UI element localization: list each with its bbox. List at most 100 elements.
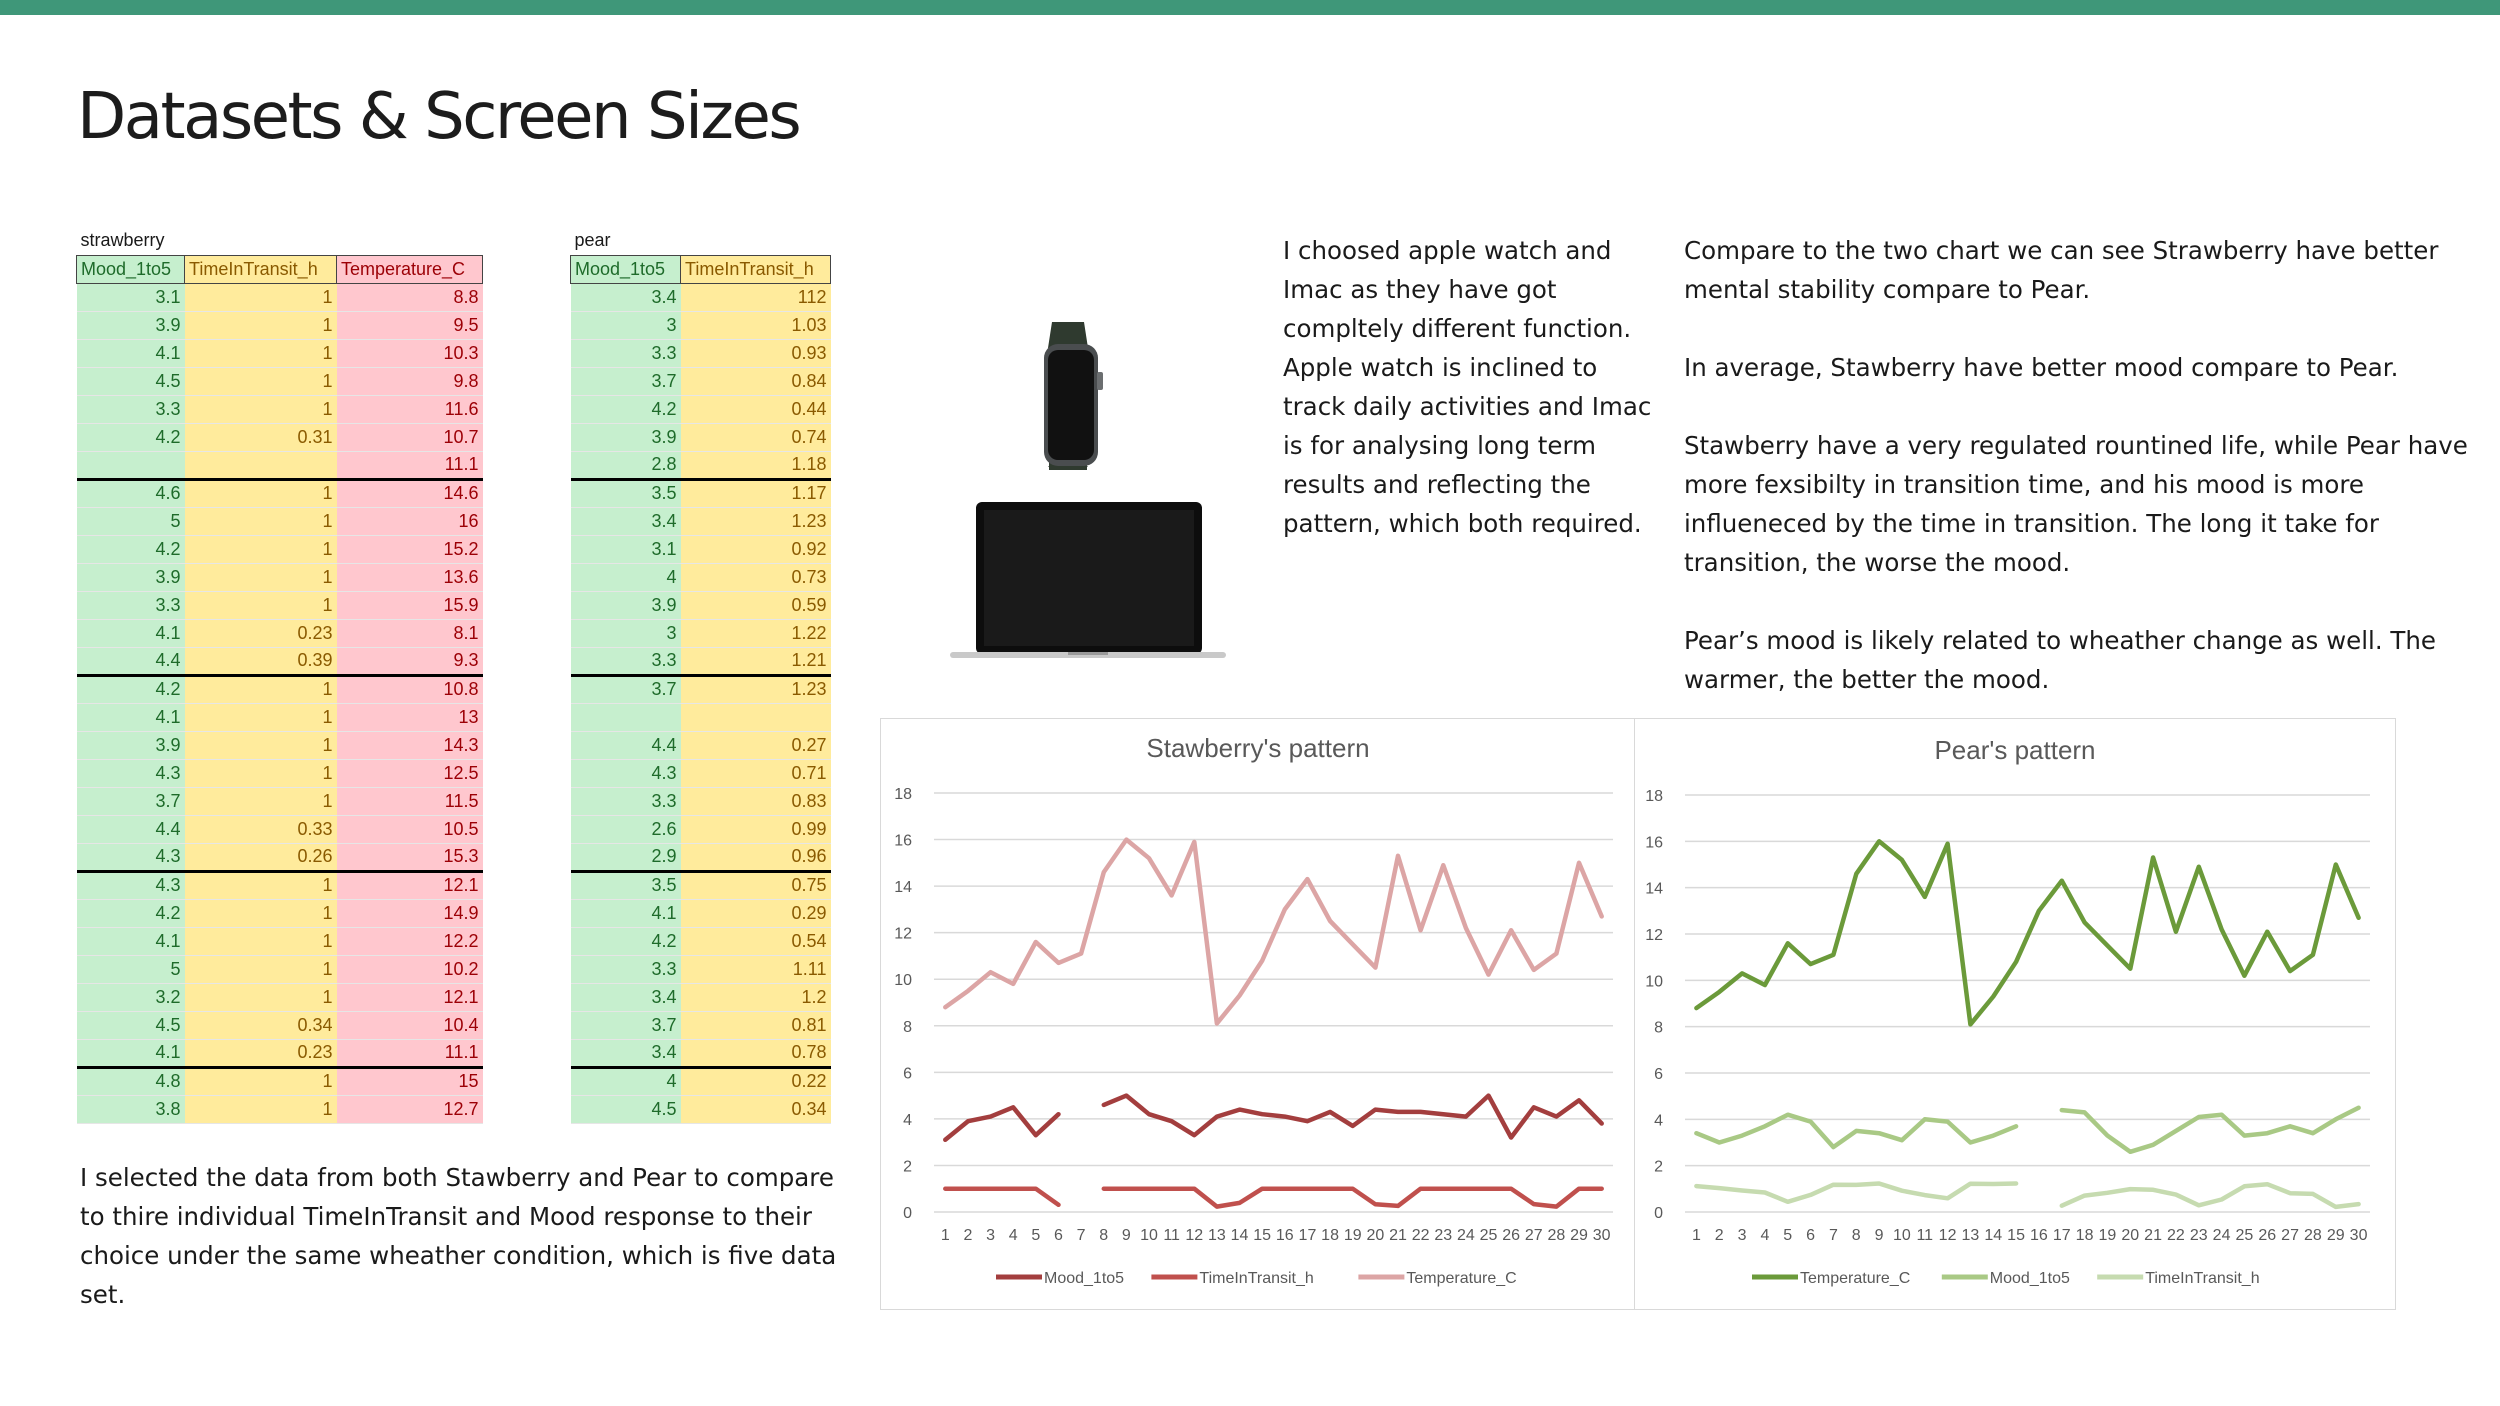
y-tick-label: 16 bbox=[894, 833, 912, 850]
y-tick-label: 18 bbox=[894, 786, 912, 803]
table-row: 3.4 1.2 bbox=[570, 982, 831, 1012]
table-cell: 1.03 bbox=[680, 310, 831, 340]
x-tick-label: 2 bbox=[1715, 1227, 1724, 1244]
x-tick-label: 9 bbox=[1122, 1227, 1131, 1244]
table-row: 4.5 0.34 10.4 bbox=[76, 1010, 483, 1040]
table-cell: 0.93 bbox=[680, 338, 831, 368]
x-tick-label: 3 bbox=[1738, 1227, 1747, 1244]
table-cell: 1 bbox=[184, 786, 337, 816]
table-cell: 3.5 bbox=[570, 477, 681, 508]
table-cell: 10.8 bbox=[336, 673, 483, 704]
y-tick-label: 4 bbox=[1654, 1112, 1663, 1129]
table-cell: 112 bbox=[680, 282, 831, 312]
x-tick-label: 13 bbox=[1962, 1227, 1980, 1244]
x-tick-label: 15 bbox=[1253, 1227, 1271, 1244]
x-tick-label: 24 bbox=[1457, 1227, 1475, 1244]
table-cell: 12.1 bbox=[336, 982, 483, 1012]
table-row: 2.9 0.96 bbox=[570, 842, 831, 872]
table-cell: 3.7 bbox=[570, 1010, 681, 1040]
table-row: 2.6 0.99 bbox=[570, 814, 831, 844]
table-cell: 5 bbox=[76, 954, 185, 984]
table-cell bbox=[76, 450, 185, 480]
table-cell: 1 bbox=[184, 926, 337, 956]
table-cell: 0.26 bbox=[184, 842, 337, 872]
table-row: 4.2 1 15.2 bbox=[76, 534, 483, 564]
x-tick-label: 17 bbox=[1299, 1227, 1317, 1244]
table-cell: 4.1 bbox=[570, 898, 681, 928]
x-tick-label: 15 bbox=[2007, 1227, 2025, 1244]
table-cell: 1 bbox=[184, 366, 337, 396]
table-cell: 1 bbox=[184, 954, 337, 984]
table-cell: 4.2 bbox=[76, 534, 185, 564]
table-row: 3.3 1.21 bbox=[570, 646, 831, 676]
table-cell: 2.8 bbox=[570, 450, 681, 480]
table-row: 3.1 1 8.8 bbox=[76, 282, 483, 312]
chart-title: Pear's pattern bbox=[1934, 735, 2096, 765]
table-row: 4.3 1 12.1 bbox=[76, 869, 483, 900]
table-row: 3.3 1.11 bbox=[570, 954, 831, 984]
table-cell: 4.1 bbox=[76, 618, 185, 648]
observation-3: Stawberry have a very regulated rountine… bbox=[1684, 431, 2468, 577]
table-cell: 11.1 bbox=[336, 450, 483, 480]
table-cell: 1 bbox=[184, 982, 337, 1012]
table-cell: 3.7 bbox=[570, 366, 681, 396]
table-row: 5 1 16 bbox=[76, 506, 483, 536]
table-cell: 3.4 bbox=[570, 506, 681, 536]
table-cell: 3.1 bbox=[76, 282, 185, 312]
table-row: 2.8 1.18 bbox=[570, 450, 831, 480]
table-row: 3.4 0.78 bbox=[570, 1038, 831, 1068]
x-tick-label: 7 bbox=[1077, 1227, 1086, 1244]
y-tick-label: 8 bbox=[903, 1019, 912, 1036]
table-cell: 4.3 bbox=[76, 842, 185, 872]
table-cell: 4.2 bbox=[570, 394, 681, 424]
y-tick-label: 12 bbox=[894, 926, 912, 943]
sheet-name: strawberry bbox=[80, 230, 165, 251]
column-header: Temperature_C bbox=[336, 254, 483, 284]
sheet-name: pear bbox=[574, 230, 611, 251]
table-cell: 3.3 bbox=[76, 590, 185, 620]
table-cell: 1 bbox=[184, 282, 337, 312]
x-tick-label: 10 bbox=[1140, 1227, 1158, 1244]
table-cell: 1.21 bbox=[680, 646, 831, 676]
table-cell: 4.3 bbox=[76, 869, 185, 900]
table-cell: 1 bbox=[184, 702, 337, 732]
x-tick-label: 28 bbox=[2304, 1227, 2322, 1244]
y-tick-label: 6 bbox=[903, 1065, 912, 1082]
x-tick-label: 7 bbox=[1829, 1227, 1838, 1244]
table-cell: 3.7 bbox=[570, 673, 681, 704]
x-tick-label: 23 bbox=[2190, 1227, 2208, 1244]
series-line bbox=[943, 1186, 1604, 1209]
table-cell: 4.2 bbox=[76, 422, 185, 452]
table-cell: 0.54 bbox=[680, 926, 831, 956]
y-tick-label: 0 bbox=[903, 1205, 912, 1222]
table-row: 4 0.22 bbox=[570, 1065, 831, 1096]
table-cell bbox=[680, 702, 831, 732]
table-cell: 14.9 bbox=[336, 898, 483, 928]
legend-label: Temperature_C bbox=[1800, 1270, 1910, 1287]
table-cell: 10.3 bbox=[336, 338, 483, 368]
table-cell: 3.9 bbox=[76, 730, 185, 760]
table-row: 4.4 0.27 bbox=[570, 730, 831, 760]
y-tick-label: 10 bbox=[1645, 973, 1663, 990]
table-cell: 0.78 bbox=[680, 1038, 831, 1068]
table-cell: 4.5 bbox=[76, 366, 185, 396]
x-tick-label: 4 bbox=[1009, 1227, 1018, 1244]
table-row: 3.7 1 11.5 bbox=[76, 786, 483, 816]
y-tick-label: 2 bbox=[903, 1158, 912, 1175]
x-tick-label: 19 bbox=[2099, 1227, 2117, 1244]
table-cell: 3.8 bbox=[76, 1094, 185, 1124]
table-cell: 12.7 bbox=[336, 1094, 483, 1124]
table-row: 3.9 1 13.6 bbox=[76, 562, 483, 592]
table-row: 3.4 112 bbox=[570, 282, 831, 312]
laptop-icon bbox=[950, 502, 1226, 658]
table-cell: 3.3 bbox=[570, 786, 681, 816]
table-cell: 15.3 bbox=[336, 842, 483, 872]
table-cell: 8.1 bbox=[336, 618, 483, 648]
table-cell: 1.11 bbox=[680, 954, 831, 984]
x-tick-label: 23 bbox=[1434, 1227, 1452, 1244]
column-header: TimeInTransit_h bbox=[680, 254, 831, 284]
table-cell: 3 bbox=[570, 618, 681, 648]
table-row: 4.1 0.23 11.1 bbox=[76, 1038, 483, 1068]
x-tick-label: 26 bbox=[1502, 1227, 1520, 1244]
legend-label: Mood_1to5 bbox=[1990, 1270, 2070, 1287]
